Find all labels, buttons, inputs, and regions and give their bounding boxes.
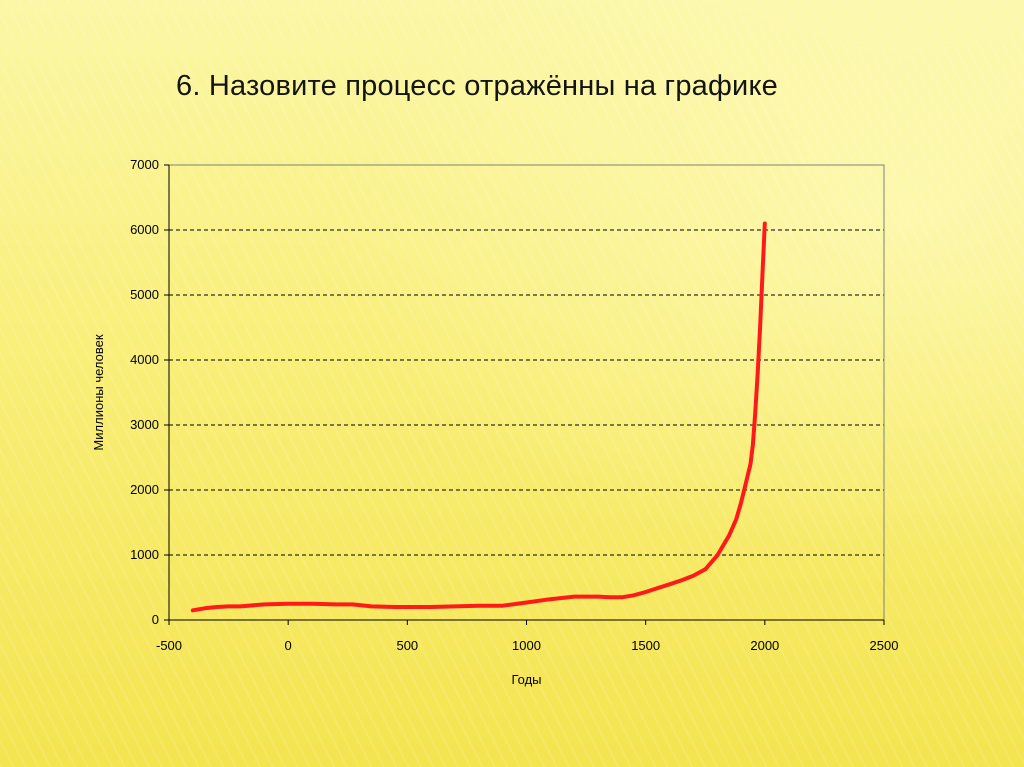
y-tick-labels: 0 1000 2000 3000 4000 5000 6000 7000 (130, 157, 159, 627)
x-tick-labels: -500 0 500 1000 1500 2000 2500 (156, 638, 898, 653)
y-tick-label: 4000 (130, 352, 159, 367)
axis-ticks (164, 164, 885, 625)
x-tick-label: 1500 (631, 638, 660, 653)
y-tick-label: 1000 (130, 547, 159, 562)
plot-area-frame (168, 164, 885, 621)
slide-title: 6. Назовите процесс отражённы на графике (176, 70, 778, 102)
x-tick-label: 2500 (870, 638, 899, 653)
y-tick-label: 5000 (130, 287, 159, 302)
population-series-line (190, 221, 767, 613)
y-tick-label: 6000 (130, 222, 159, 237)
y-tick-label: 3000 (130, 417, 159, 432)
x-tick-label: 500 (396, 638, 418, 653)
y-tick-label: 7000 (130, 157, 159, 172)
x-tick-label: 1000 (512, 638, 541, 653)
y-axis-title: Миллионы человек (91, 334, 106, 450)
x-tick-label: 0 (285, 638, 292, 653)
x-tick-label: 2000 (750, 638, 779, 653)
y-tick-label: 2000 (130, 482, 159, 497)
x-axis-title: Годы (511, 672, 541, 687)
grid-lines (169, 229, 884, 556)
x-tick-label: -500 (156, 638, 182, 653)
y-tick-label: 0 (152, 612, 159, 627)
